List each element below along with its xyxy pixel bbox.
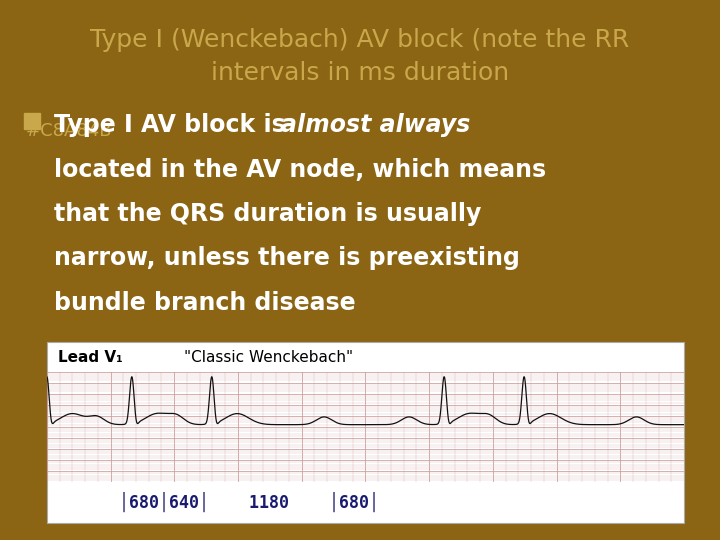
FancyBboxPatch shape [47,342,684,523]
Text: intervals in ms duration: intervals in ms duration [211,61,509,85]
Text: Lead V₁: Lead V₁ [58,350,122,365]
Text: narrow, unless there is preexisting: narrow, unless there is preexisting [54,246,520,270]
Text: #C8A84B: #C8A84B [25,122,112,139]
Text: │680│640│    1180    │680│: │680│640│ 1180 │680│ [119,492,379,512]
Bar [24,113,40,129]
Text: located in the AV node, which means: located in the AV node, which means [54,158,546,181]
Text: Type I (Wenckebach) AV block (note the RR: Type I (Wenckebach) AV block (note the R… [91,29,629,52]
Text: Type I AV block is: Type I AV block is [54,113,294,137]
Text: bundle branch disease: bundle branch disease [54,291,356,314]
Text: that the QRS duration is usually: that the QRS duration is usually [54,202,482,226]
Text: "Classic Wenckebach": "Classic Wenckebach" [184,350,353,365]
Text: almost always: almost always [281,113,470,137]
